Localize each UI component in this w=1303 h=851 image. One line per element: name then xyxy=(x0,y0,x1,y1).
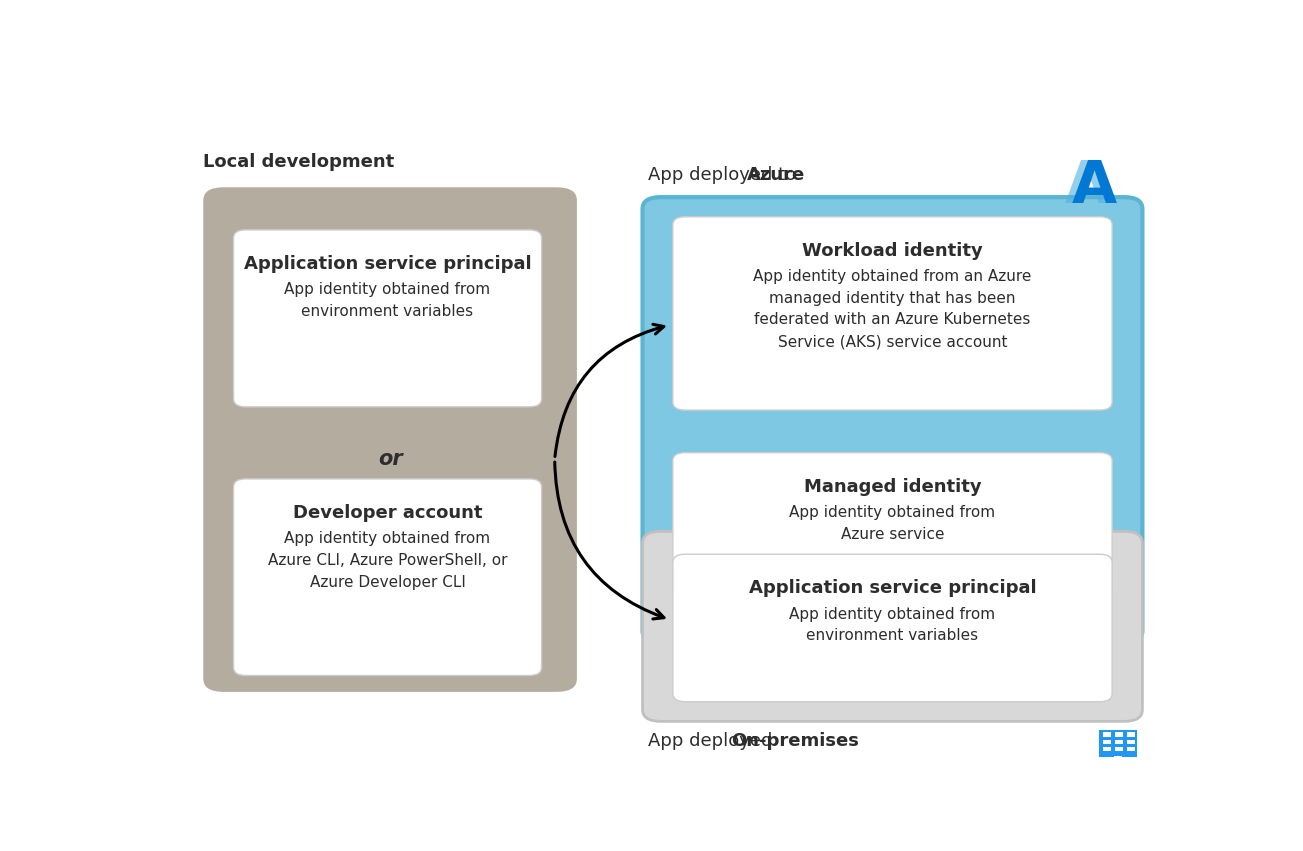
Bar xyxy=(1104,747,1111,751)
Text: On-premises: On-premises xyxy=(731,733,859,751)
Text: A: A xyxy=(1071,157,1117,214)
Text: Application service principal: Application service principal xyxy=(244,254,532,273)
Bar xyxy=(1127,740,1135,745)
Text: App identity obtained from
Azure CLI, Azure PowerShell, or
Azure Developer CLI: App identity obtained from Azure CLI, Az… xyxy=(268,531,507,590)
FancyBboxPatch shape xyxy=(203,187,577,692)
Bar xyxy=(1115,740,1123,745)
Text: Managed identity: Managed identity xyxy=(804,477,981,495)
Text: Workload identity: Workload identity xyxy=(803,242,982,260)
Text: Local development: Local development xyxy=(203,153,395,171)
Bar xyxy=(1104,740,1111,745)
Text: A: A xyxy=(1065,157,1109,214)
FancyBboxPatch shape xyxy=(642,197,1143,643)
Text: or: or xyxy=(378,449,403,469)
Bar xyxy=(1115,747,1123,751)
Bar xyxy=(1127,733,1135,737)
Text: App identity obtained from an Azure
managed identity that has been
federated wit: App identity obtained from an Azure mana… xyxy=(753,269,1032,349)
FancyBboxPatch shape xyxy=(233,230,542,407)
FancyBboxPatch shape xyxy=(233,479,542,676)
Text: App deployed to: App deployed to xyxy=(648,166,801,184)
Bar xyxy=(1127,747,1135,751)
Bar xyxy=(1114,756,1122,764)
FancyBboxPatch shape xyxy=(672,554,1113,702)
Text: App deployed: App deployed xyxy=(648,733,778,751)
FancyBboxPatch shape xyxy=(672,217,1113,410)
Text: Developer account: Developer account xyxy=(293,504,482,522)
Bar xyxy=(1104,733,1111,737)
FancyBboxPatch shape xyxy=(672,453,1113,597)
Text: App identity obtained from
environment variables: App identity obtained from environment v… xyxy=(284,283,491,319)
Text: App identity obtained from
environment variables: App identity obtained from environment v… xyxy=(790,607,995,643)
Text: Application service principal: Application service principal xyxy=(749,580,1036,597)
FancyBboxPatch shape xyxy=(642,531,1143,722)
Text: App identity obtained from
Azure service: App identity obtained from Azure service xyxy=(790,505,995,542)
Text: Azure: Azure xyxy=(747,166,805,184)
Bar xyxy=(1115,733,1123,737)
FancyBboxPatch shape xyxy=(1098,730,1138,764)
